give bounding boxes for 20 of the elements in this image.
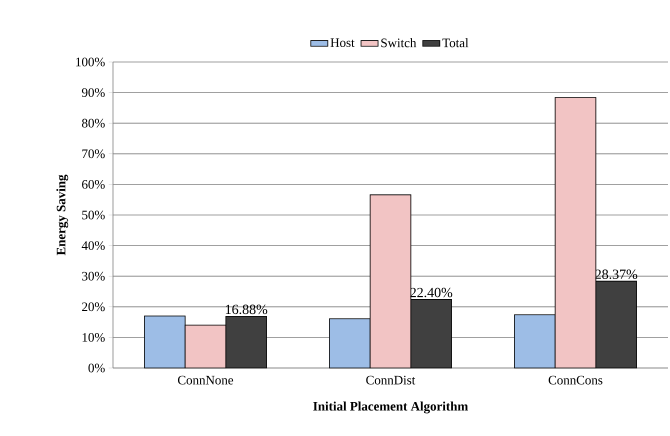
y-tick-label: 70% (82, 149, 105, 158)
y-axis-title: Energy Saving (56, 174, 68, 256)
legend-label: Total (442, 38, 468, 48)
y-tick-label: 40% (82, 241, 105, 250)
y-tick-label: 20% (82, 302, 105, 312)
y-tick-label: 0% (88, 364, 105, 372)
x-tick-label: ConnNone (178, 376, 234, 384)
y-tick-label: 30% (82, 272, 105, 281)
legend-label: Host (330, 38, 355, 48)
x-axis-title: Initial Placement Algorithm (313, 402, 468, 414)
y-tick-label: 90% (82, 88, 105, 97)
x-tick-label: ConnCons (548, 376, 602, 384)
y-tick-label: 50% (82, 210, 105, 220)
x-tick-label: ConnDist (366, 376, 416, 384)
y-tick-label: 100% (76, 58, 105, 66)
y-tick-label: 60% (82, 180, 105, 189)
y-tick-label: 10% (82, 333, 105, 342)
legend-label: Switch (381, 38, 416, 48)
data-label: 16.88% (226, 304, 268, 314)
y-tick-label: 80% (82, 118, 105, 128)
